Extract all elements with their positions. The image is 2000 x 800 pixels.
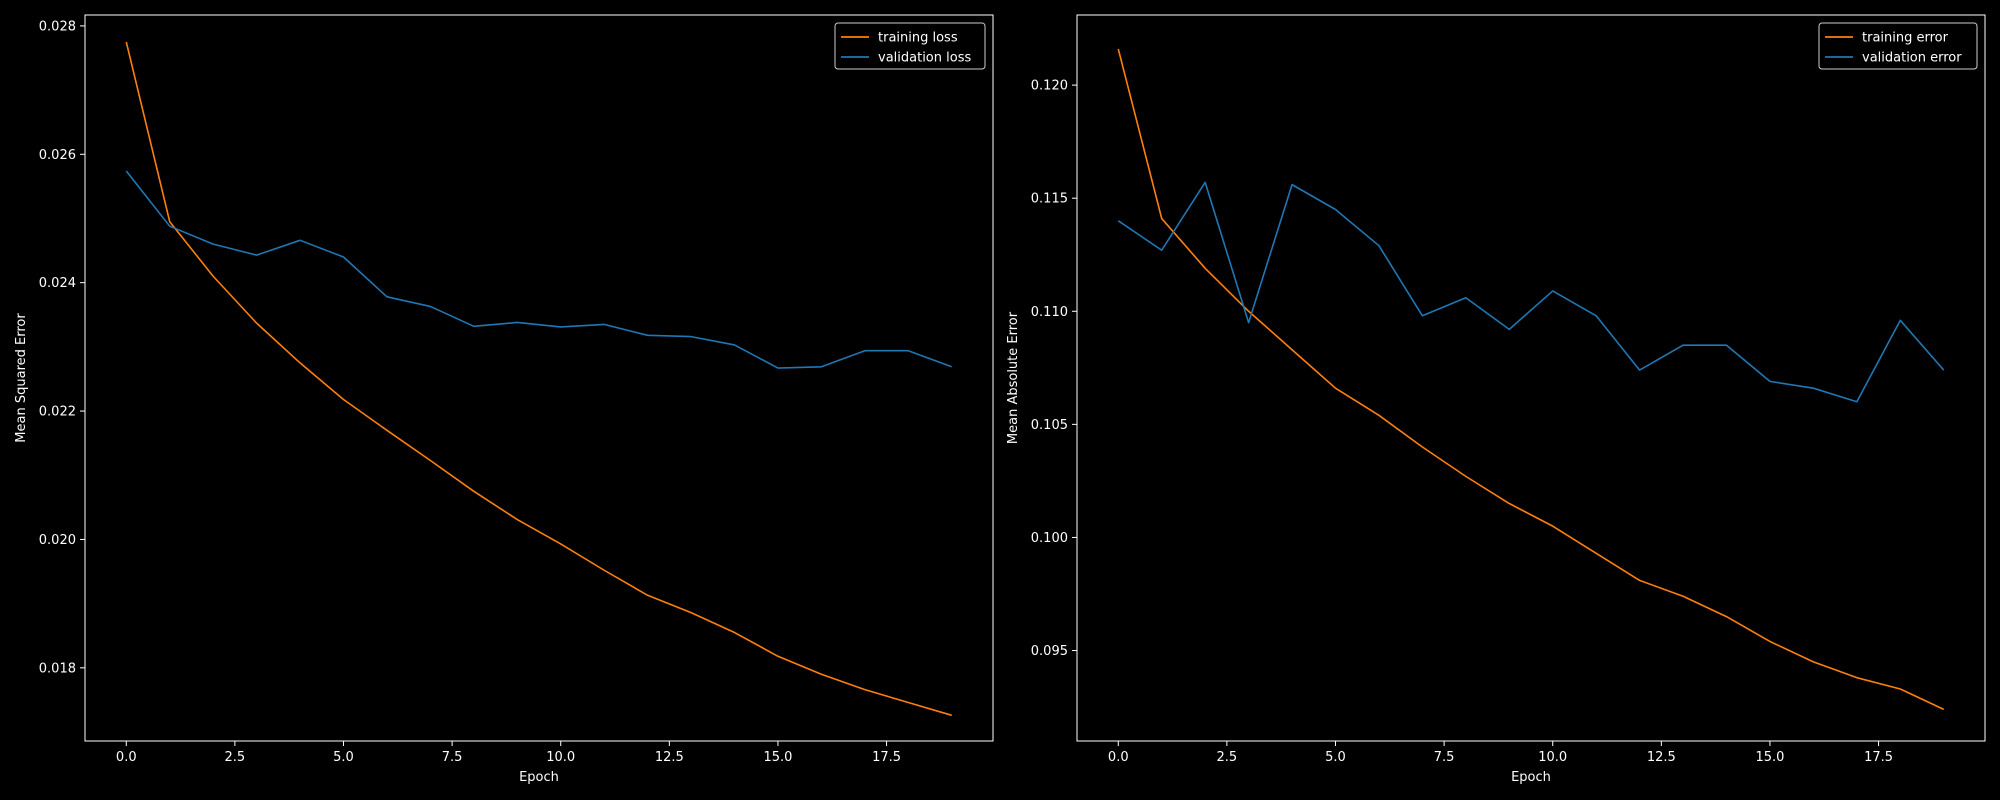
mse-x-tick-label: 7.5: [442, 750, 463, 765]
mse-axes-frame: [84, 14, 994, 742]
mae-x-tick-label: 12.5: [1647, 750, 1676, 765]
mae-y-tick-label: 0.110: [1031, 305, 1068, 320]
mae-legend: training error validation error: [1818, 22, 1978, 70]
mae-x-tick-label: 0.0: [1108, 750, 1129, 765]
mse-legend-label-training-loss: training loss: [878, 31, 958, 46]
mae-validation-error-line: [1117, 181, 1945, 403]
mae-x-tick-label: 2.5: [1217, 750, 1238, 765]
mse-x-tick-label: 12.5: [655, 750, 684, 765]
mse-legend-label-validation-loss: validation loss: [878, 51, 971, 66]
mse-legend-box: [834, 22, 986, 70]
mae-training-error-line: [1117, 48, 1945, 711]
mse-x-tick-label: 15.0: [763, 750, 792, 765]
mse-x-tick-label: 5.0: [333, 750, 354, 765]
mae-x-axis-label: Epoch: [1511, 770, 1551, 785]
mae-x-tick-label: 10.0: [1538, 750, 1567, 765]
mse-y-tick-label: 0.026: [39, 148, 76, 163]
mae-x-tick-label: 15.0: [1755, 750, 1784, 765]
mse-x-tick-label: 10.0: [546, 750, 575, 765]
mae-y-tick-label: 0.095: [1031, 644, 1068, 659]
mse-x-axis-label: Epoch: [519, 770, 559, 785]
mse-y-tick-label: 0.022: [39, 405, 76, 420]
mse-y-tick-label: 0.018: [39, 661, 76, 676]
mae-legend-label-training-error: training error: [1862, 31, 1949, 46]
mse-x-tick-label: 0.0: [116, 750, 137, 765]
mae-legend-label-validation-error: validation error: [1862, 51, 1962, 66]
mse-legend: training loss validation loss: [834, 22, 986, 70]
mse-x-tick-label: 2.5: [225, 750, 246, 765]
mae-chart-panel: 0.0 2.5 5.0 7.5 10.0 12.5 15.0 17.5 0.095 0.100 0.…: [1006, 14, 1986, 785]
mse-y-axis-label: Mean Squared Error: [14, 313, 29, 443]
mae-y-axis-label: Mean Absolute Error: [1006, 311, 1021, 444]
mse-y-tick-label: 0.028: [39, 19, 76, 34]
mae-y-tick-label: 0.120: [1031, 79, 1068, 94]
mse-training-loss-line: [125, 41, 952, 717]
mae-x-tick-label: 7.5: [1434, 750, 1455, 765]
mse-y-tick-label: 0.020: [39, 533, 76, 548]
mae-y-tick-label: 0.105: [1031, 418, 1068, 433]
mae-x-tick-label: 5.0: [1325, 750, 1346, 765]
mae-y-tick-label: 0.100: [1031, 531, 1068, 546]
mae-x-tick-label: 17.5: [1864, 750, 1893, 765]
mse-chart-panel: 0.0 2.5 5.0 7.5 10.0 12.5 15.0 17.5 0.018 0.020 0.…: [14, 14, 994, 785]
mae-axes-frame: [1076, 14, 1986, 742]
mae-y-tick-label: 0.115: [1031, 192, 1068, 207]
mse-x-tick-label: 17.5: [872, 750, 901, 765]
mse-validation-loss-line: [125, 170, 953, 369]
mse-y-tick-label: 0.024: [39, 276, 76, 291]
mae-legend-box: [1818, 22, 1978, 70]
